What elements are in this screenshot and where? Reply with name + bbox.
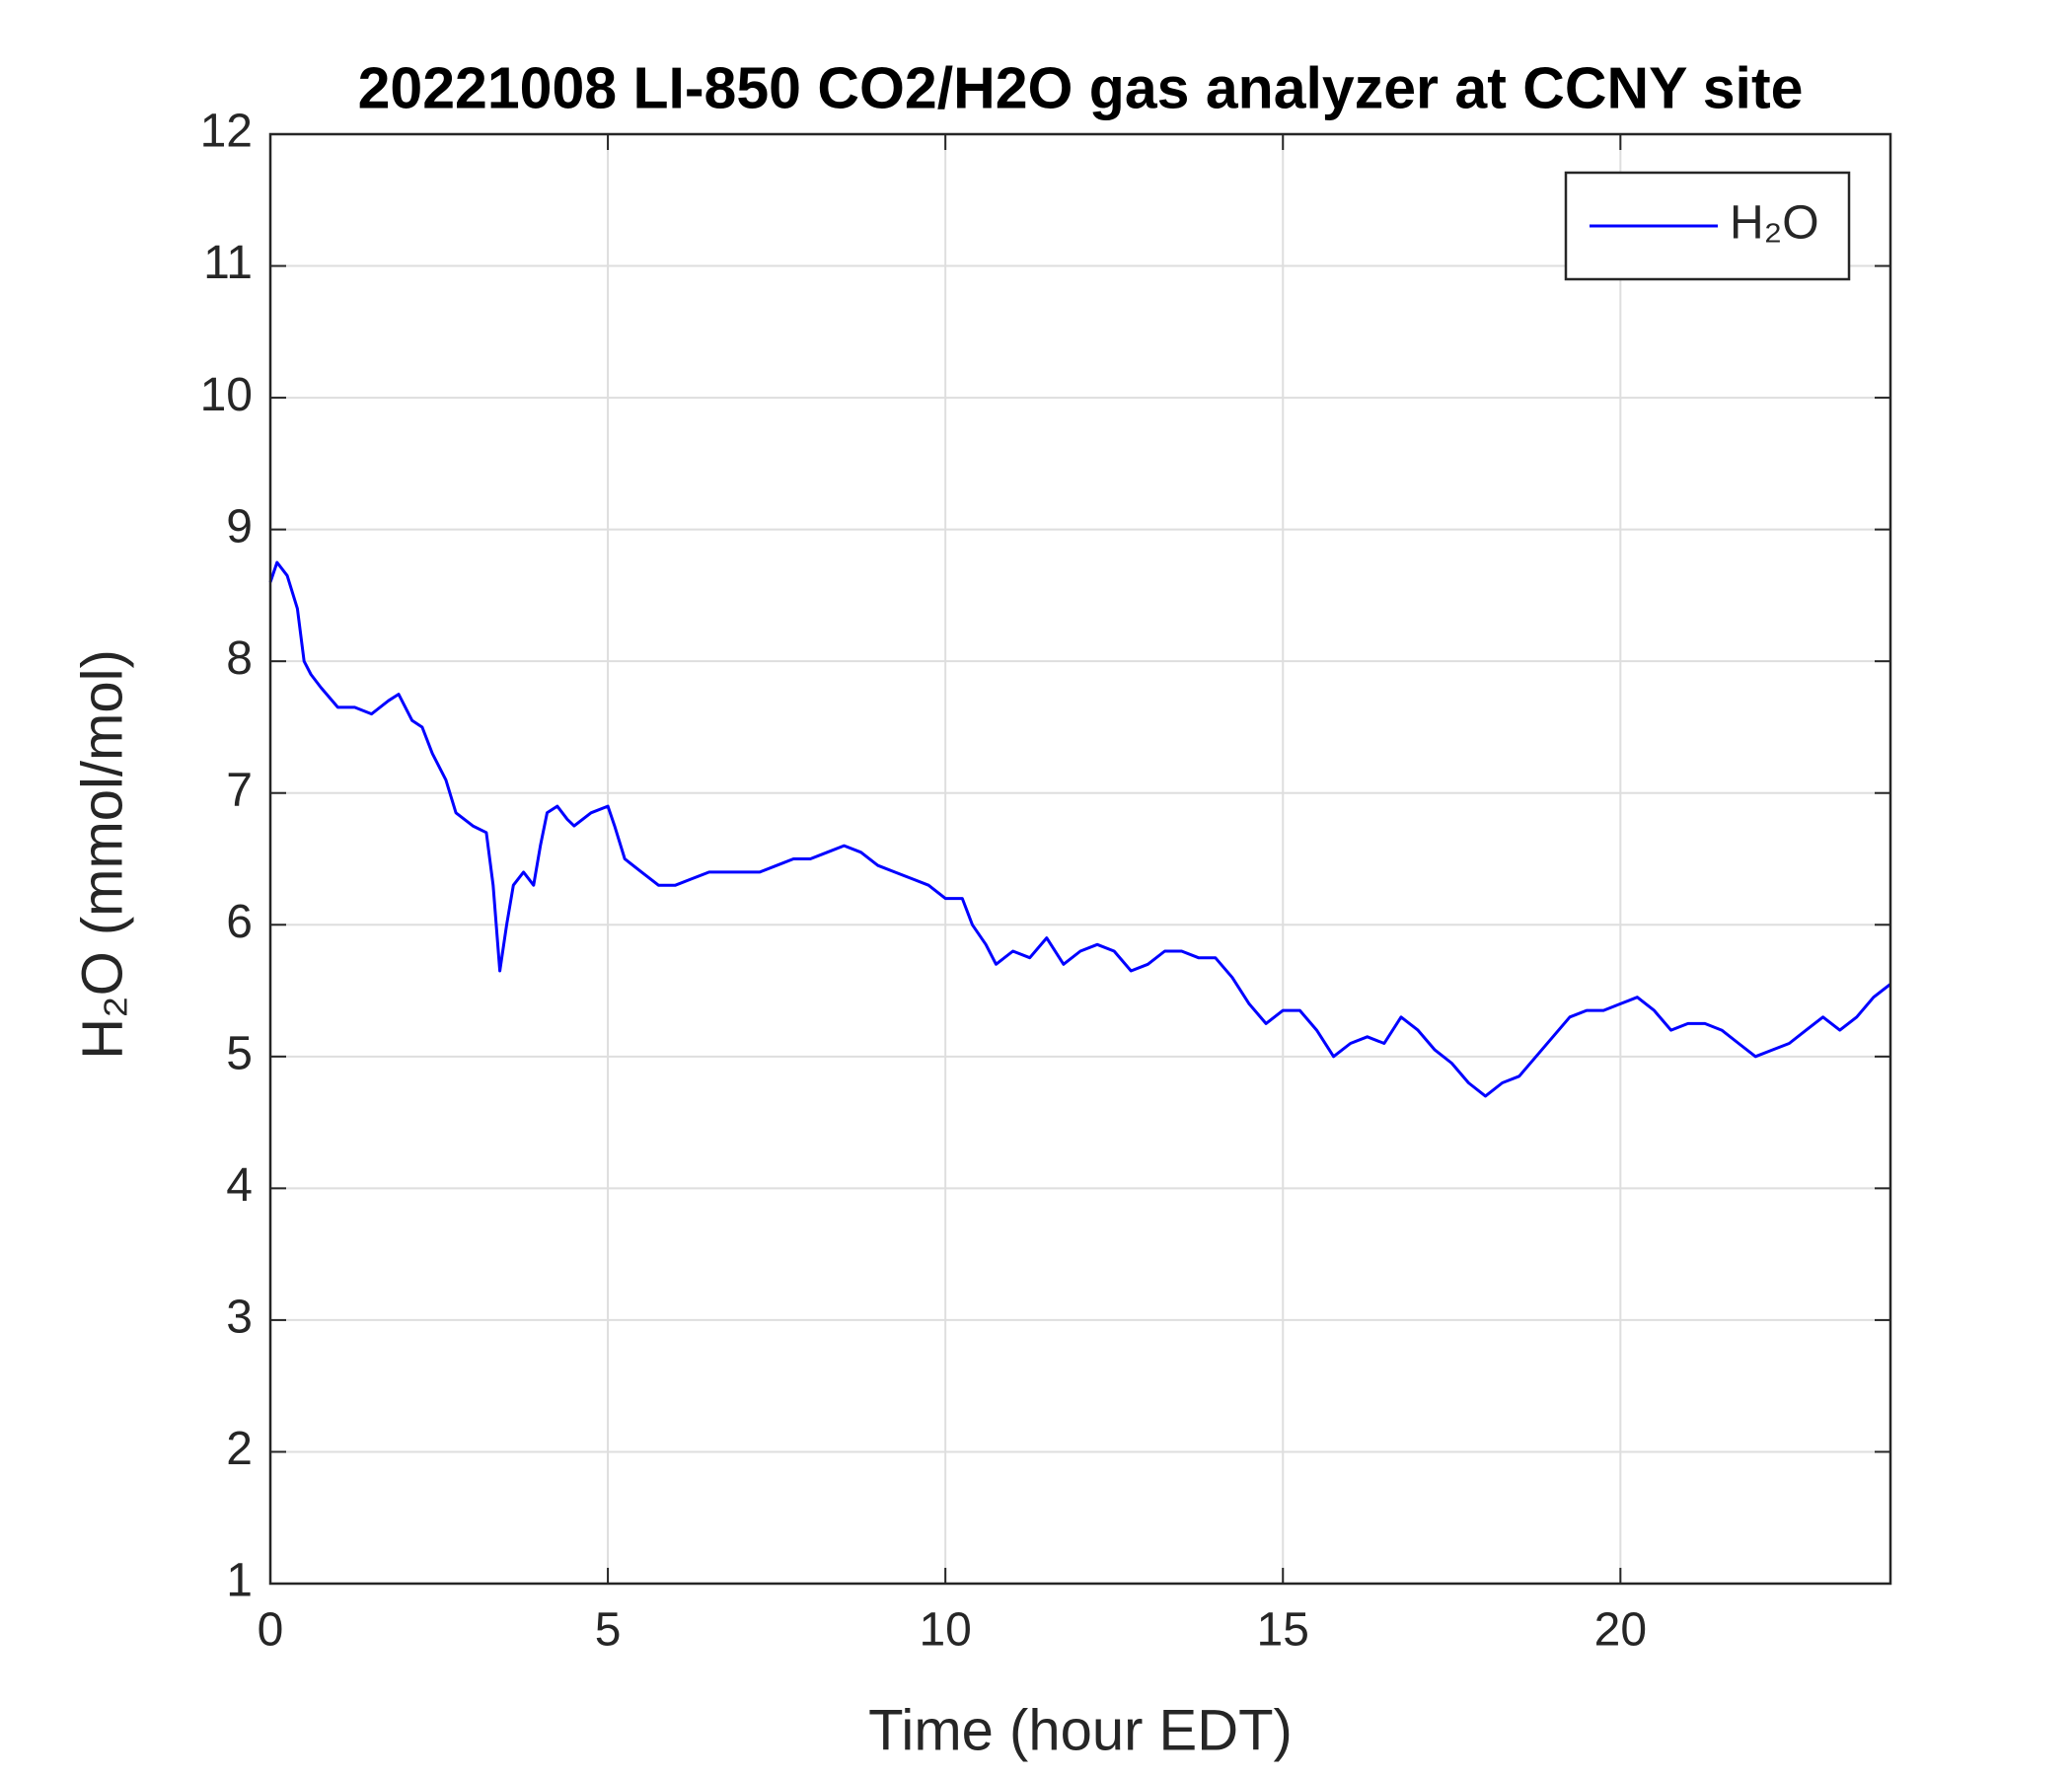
y-tick-label: 2 bbox=[226, 1423, 253, 1475]
y-tick-label: 6 bbox=[226, 896, 253, 948]
plot-area bbox=[270, 134, 1890, 1584]
y-tick-label: 9 bbox=[226, 500, 253, 553]
y-tick-label: 5 bbox=[226, 1027, 253, 1079]
y-tick-label: 10 bbox=[200, 369, 253, 421]
y-tick-label: 12 bbox=[200, 106, 253, 158]
legend-label: H₂O bbox=[1730, 197, 1819, 250]
y-tick-label: 8 bbox=[226, 632, 253, 685]
y-tick-label: 1 bbox=[226, 1555, 253, 1607]
y-tick-label: 11 bbox=[203, 237, 253, 289]
x-axis-label: Time (hour EDT) bbox=[868, 1698, 1293, 1762]
x-tick-label: 5 bbox=[595, 1604, 622, 1657]
x-tick-label: 10 bbox=[919, 1604, 971, 1657]
data-line bbox=[268, 560, 1891, 1098]
x-tick-label: 0 bbox=[258, 1604, 284, 1657]
chart-title: 20221008 LI-850 CO2/H2O gas analyzer at … bbox=[358, 56, 1804, 121]
axes-box bbox=[268, 132, 1892, 1586]
y-tick-label: 4 bbox=[226, 1159, 253, 1212]
y-tick-label: 3 bbox=[226, 1292, 253, 1344]
y-tick-label: 7 bbox=[226, 764, 253, 816]
x-tick-label: 20 bbox=[1594, 1604, 1647, 1657]
y-axis-label: H₂O (mmol/mol) bbox=[70, 649, 134, 1060]
x-tick-label: 15 bbox=[1257, 1604, 1309, 1657]
